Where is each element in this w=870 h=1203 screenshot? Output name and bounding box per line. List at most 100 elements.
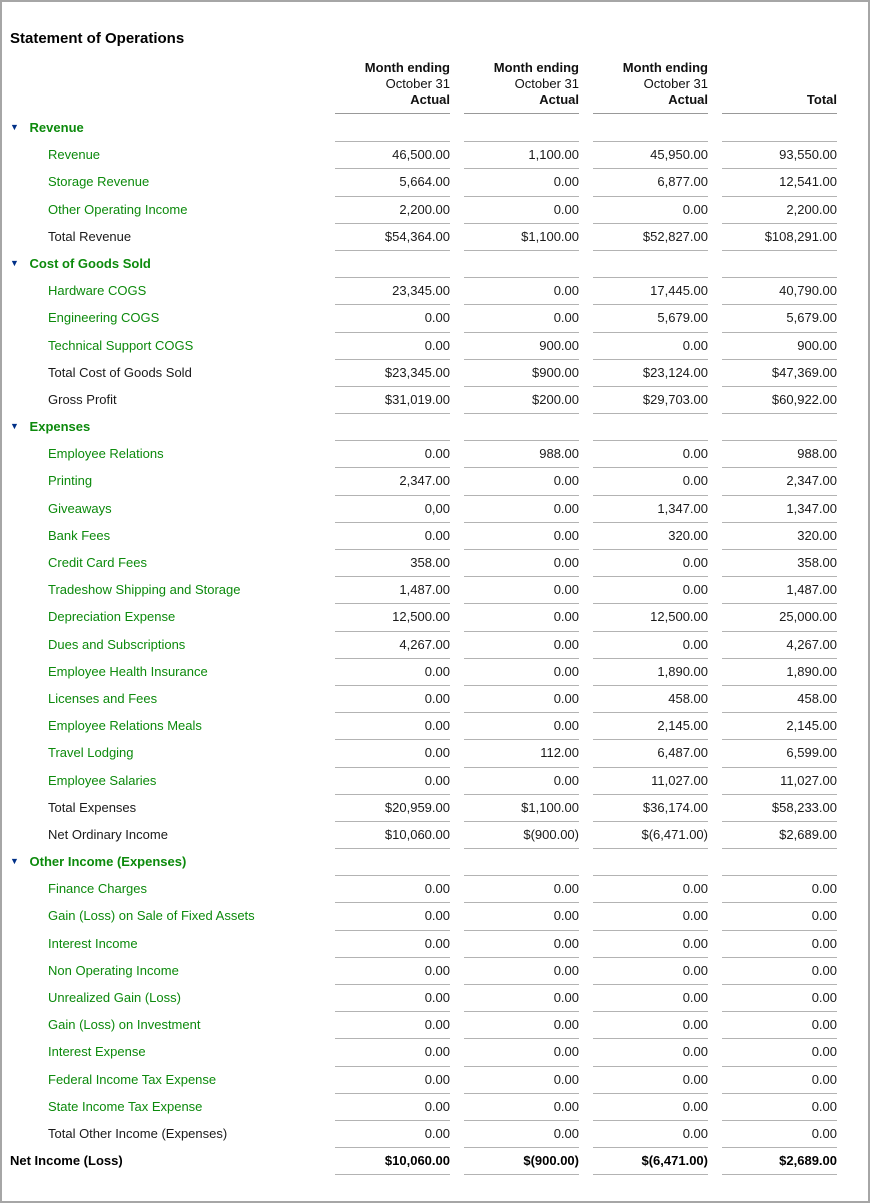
value-cell-period-3: 320.00 bbox=[593, 521, 708, 549]
value-cell-period-1: 0.00 bbox=[335, 902, 450, 929]
row-label[interactable]: Bank Fees bbox=[48, 527, 111, 543]
row-label-cell: ▼ Other Operating Income bbox=[10, 196, 321, 223]
table-row: ▼ Depreciation Expense 12,500.00 0.00 12… bbox=[10, 603, 837, 630]
row-label[interactable]: Hardware COGS bbox=[48, 283, 147, 299]
value-cell-period-1: 0,00 bbox=[335, 494, 450, 522]
row-label[interactable]: Travel Lodging bbox=[48, 745, 134, 761]
row-label[interactable]: Gain (Loss) on Investment bbox=[48, 1017, 201, 1033]
row-label[interactable]: Printing bbox=[48, 473, 93, 489]
column-header-line1 bbox=[722, 60, 837, 76]
value-cell-period-2: 0.00 bbox=[464, 902, 579, 929]
row-label-cell: ▼ Net Income (Loss) bbox=[10, 1147, 321, 1175]
row-label[interactable]: Giveaways bbox=[48, 500, 112, 516]
column-header-line1: Month ending bbox=[364, 60, 450, 75]
row-label-cell: ▼ Cost of Goods Sold bbox=[10, 250, 321, 277]
value-cell-period-2: 0.00 bbox=[464, 657, 579, 685]
value-cell-period-3: 0.00 bbox=[593, 1011, 708, 1038]
row-label[interactable]: Cost of Goods Sold bbox=[29, 255, 151, 271]
collapse-triangle-icon[interactable]: ▼ bbox=[10, 421, 19, 432]
row-label[interactable]: Federal Income Tax Expense bbox=[48, 1071, 217, 1087]
value-cell-period-2: $(900.00) bbox=[464, 820, 579, 849]
row-label[interactable]: Non Operating Income bbox=[48, 962, 179, 978]
value-cell-period-2: 0.00 bbox=[464, 1065, 579, 1093]
row-label[interactable]: Revenue bbox=[29, 120, 84, 135]
column-headers: Month ending October 31 Actual Month end… bbox=[10, 60, 837, 114]
value-cell-period-3: 0.00 bbox=[593, 984, 708, 1011]
row-label[interactable]: Credit Card Fees bbox=[48, 555, 147, 570]
row-label[interactable]: Employee Relations bbox=[48, 446, 164, 462]
value-cell-total bbox=[722, 250, 837, 277]
table-row: ▼ Other Income (Expenses) bbox=[10, 848, 837, 875]
value-cell-period-2: 0.00 bbox=[464, 603, 579, 630]
value-cell-period-1: 5,664.00 bbox=[335, 168, 450, 195]
value-cell-period-3: 5,679.00 bbox=[593, 304, 708, 331]
row-label[interactable]: Finance Charges bbox=[48, 881, 147, 897]
value-cell-period-3: $36,174.00 bbox=[593, 793, 708, 821]
value-cell-total: 6,599.00 bbox=[722, 739, 837, 766]
row-label-cell: ▼ State Income Tax Expense bbox=[10, 1093, 321, 1120]
row-label[interactable]: Technical Support COGS bbox=[48, 337, 194, 353]
value-cell-total: 40,790.00 bbox=[722, 277, 837, 304]
collapse-triangle-icon[interactable]: ▼ bbox=[10, 257, 19, 268]
row-label[interactable]: Other Operating Income bbox=[48, 201, 188, 217]
row-label-cell: ▼ Travel Lodging bbox=[10, 739, 321, 766]
row-label[interactable]: Licenses and Fees bbox=[48, 690, 158, 706]
table-row: ▼ Tradeshow Shipping and Storage 1,487.0… bbox=[10, 576, 837, 603]
row-label[interactable]: Interest Income bbox=[48, 935, 138, 951]
row-label[interactable]: Expenses bbox=[29, 419, 91, 435]
value-cell-period-2: $(900.00) bbox=[464, 1147, 579, 1176]
row-label[interactable]: Gain (Loss) on Sale of Fixed Assets bbox=[48, 908, 255, 924]
value-cell-total: 0.00 bbox=[722, 1065, 837, 1093]
table-row: ▼ Dues and Subscriptions 4,267.00 0.00 0… bbox=[10, 630, 837, 658]
row-label[interactable]: Depreciation Expense bbox=[48, 609, 176, 625]
row-label-cell: ▼ Employee Health Insurance bbox=[10, 658, 321, 685]
value-cell-period-1: 0.00 bbox=[335, 1011, 450, 1038]
value-cell-total: 93,550.00 bbox=[722, 141, 837, 168]
value-cell-period-2: $900.00 bbox=[464, 358, 579, 386]
value-cell-period-2: 112.00 bbox=[464, 739, 579, 766]
value-cell-period-3 bbox=[593, 413, 708, 440]
row-label[interactable]: Tradeshow Shipping and Storage bbox=[48, 582, 241, 598]
value-cell-period-2: 0.00 bbox=[464, 712, 579, 739]
row-label[interactable]: Dues and Subscriptions bbox=[48, 636, 186, 652]
column-header-line1: Month ending bbox=[622, 60, 708, 75]
row-label[interactable]: Employee Health Insurance bbox=[48, 663, 208, 679]
row-label-cell: ▼ Revenue bbox=[10, 141, 321, 168]
value-cell-total: 0.00 bbox=[722, 1119, 837, 1147]
value-cell-period-1: 0.00 bbox=[335, 1065, 450, 1093]
value-cell-period-2: 0.00 bbox=[464, 984, 579, 1011]
value-cell-period-2: 0.00 bbox=[464, 956, 579, 984]
row-label[interactable]: Employee Salaries bbox=[48, 772, 157, 788]
row-label[interactable]: Other Income (Expenses) bbox=[29, 854, 187, 870]
table-row: ▼ Employee Relations 0.00 988.00 0.00 98… bbox=[10, 440, 837, 467]
row-label[interactable]: Interest Expense bbox=[48, 1044, 146, 1060]
row-label[interactable]: Revenue bbox=[48, 147, 101, 163]
value-cell-period-2 bbox=[464, 250, 579, 277]
row-label: Total Other Income (Expenses) bbox=[48, 1125, 228, 1141]
row-label-cell: ▼ Total Expenses bbox=[10, 794, 321, 821]
row-label[interactable]: Unrealized Gain (Loss) bbox=[48, 990, 181, 1005]
value-cell-total: $60,922.00 bbox=[722, 385, 837, 414]
row-label-cell: ▼ Bank Fees bbox=[10, 522, 321, 549]
value-cell-period-1: 0.00 bbox=[335, 875, 450, 902]
row-label[interactable]: Employee Relations Meals bbox=[48, 718, 202, 734]
value-cell-period-3: 0.00 bbox=[593, 630, 708, 658]
value-cell-period-3 bbox=[593, 848, 708, 875]
value-cell-period-3: 17,445.00 bbox=[593, 277, 708, 304]
collapse-triangle-icon[interactable]: ▼ bbox=[10, 856, 19, 867]
row-label-cell: ▼ Revenue bbox=[10, 114, 321, 141]
value-cell-period-2 bbox=[464, 848, 579, 875]
value-cell-total: 0.00 bbox=[722, 984, 837, 1011]
row-label[interactable]: State Income Tax Expense bbox=[48, 1098, 203, 1114]
value-cell-total: $47,369.00 bbox=[722, 358, 837, 386]
row-label[interactable]: Storage Revenue bbox=[48, 174, 150, 190]
row-label[interactable]: Engineering COGS bbox=[48, 310, 160, 326]
value-cell-period-3: 0.00 bbox=[593, 576, 708, 603]
row-label-cell: ▼ Total Revenue bbox=[10, 223, 321, 251]
collapse-triangle-icon[interactable]: ▼ bbox=[10, 122, 19, 132]
value-cell-period-1: 358.00 bbox=[335, 549, 450, 576]
value-cell-period-1: 0.00 bbox=[335, 304, 450, 331]
row-label-cell: ▼ Gross Profit bbox=[10, 386, 321, 414]
value-cell-period-2: 0.00 bbox=[464, 277, 579, 304]
value-cell-period-1: 0.00 bbox=[335, 440, 450, 467]
